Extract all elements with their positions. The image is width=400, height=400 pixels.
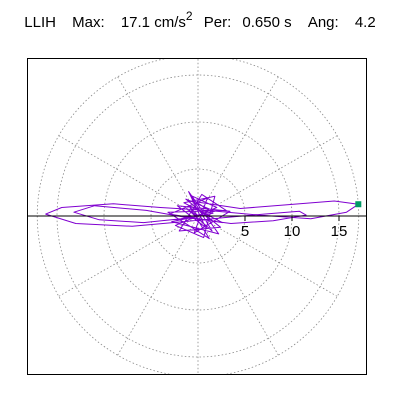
polar-plot: 5 10 15 bbox=[28, 59, 366, 374]
grid-spoke-120 bbox=[117, 76, 199, 217]
plot-frame: 5 10 15 bbox=[27, 58, 367, 375]
angle-label: Ang: bbox=[307, 14, 339, 31]
grid-spoke-240 bbox=[117, 215, 199, 356]
grid-spoke-150 bbox=[58, 135, 199, 217]
max-value: 17.1 bbox=[120, 14, 151, 31]
tick-label-layer: 5 10 15 bbox=[241, 223, 348, 240]
grid-spoke-60 bbox=[197, 76, 279, 217]
period-value: 0.650 s bbox=[242, 14, 292, 31]
angle-value: 4.2 bbox=[354, 14, 376, 31]
grid-spoke-210 bbox=[58, 215, 199, 297]
grid-spoke-30 bbox=[197, 135, 338, 217]
max-label: Max: bbox=[72, 14, 105, 31]
header-readout: LLIH Max: 17.1 cm/s2 Per: 0.650 s Ang: 4… bbox=[0, 9, 400, 31]
station-code: LLIH bbox=[24, 14, 56, 31]
motion-trace-0 bbox=[45, 191, 359, 240]
max-unit: cm/s bbox=[154, 14, 186, 31]
period-label: Per: bbox=[203, 14, 232, 31]
max-unit-exponent: 2 bbox=[185, 9, 193, 23]
grid-spoke-300 bbox=[197, 215, 279, 356]
peak-marker bbox=[355, 201, 362, 208]
grid-spoke-330 bbox=[197, 215, 338, 297]
trace-layer bbox=[45, 191, 359, 240]
radial-tick-label-5: 5 bbox=[241, 223, 249, 240]
axis-layer bbox=[28, 201, 366, 221]
radial-tick-label-10: 10 bbox=[284, 223, 301, 240]
radial-tick-label-15: 15 bbox=[331, 223, 348, 240]
